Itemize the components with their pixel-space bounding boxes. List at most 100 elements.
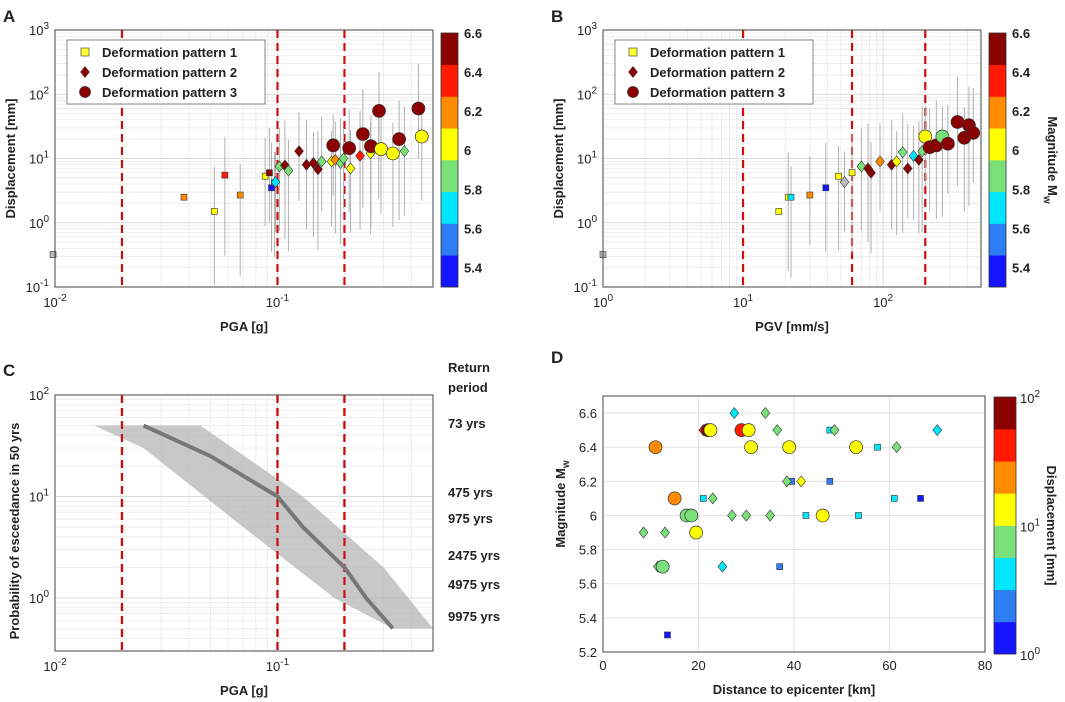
displacement-colorbar: Displacement [mm] bbox=[993, 396, 1059, 655]
colorbar-segment bbox=[441, 64, 458, 97]
data-point bbox=[270, 176, 281, 189]
y-axis-label: Magnitude Mw bbox=[553, 460, 572, 547]
panel-letter: B bbox=[551, 7, 563, 26]
data-point bbox=[345, 162, 356, 175]
colorbar-segment bbox=[994, 461, 1016, 494]
data-point bbox=[49, 251, 57, 258]
data-point bbox=[326, 138, 341, 153]
colorbar-frame bbox=[988, 32, 1007, 288]
data-point bbox=[308, 157, 319, 170]
data-point bbox=[802, 512, 810, 519]
colorbar-segment bbox=[989, 160, 1006, 193]
return-period-label: 475 yrs bbox=[448, 485, 493, 500]
colorbar-frame bbox=[440, 32, 459, 288]
data-points bbox=[599, 77, 981, 278]
colorbar-tick-label: 6.4 bbox=[464, 65, 483, 80]
data-point bbox=[717, 560, 728, 573]
x-tick-label: 10-1 bbox=[266, 657, 290, 674]
y-tick-label: 102 bbox=[29, 386, 49, 403]
colorbar-segment bbox=[994, 589, 1016, 623]
y-axis-label: Probability of esceedance in 50 yrs bbox=[7, 423, 22, 640]
data-point bbox=[866, 166, 876, 179]
data-point bbox=[414, 129, 429, 144]
legend-box bbox=[66, 39, 266, 105]
y-axis-label: Displacement [mm] bbox=[3, 99, 18, 219]
data-point bbox=[374, 142, 388, 156]
colorbar-segment bbox=[989, 33, 1006, 66]
y-tick-label: 6.4 bbox=[579, 440, 597, 455]
colorbar-segment bbox=[441, 33, 458, 66]
data-point bbox=[966, 126, 981, 140]
data-point bbox=[787, 193, 795, 201]
panel-C: PGA [g] Probability of esceedance in 50 y… bbox=[3, 360, 500, 698]
colorbar-segment bbox=[989, 64, 1006, 97]
y-tick-label: 5.2 bbox=[579, 645, 597, 660]
data-point bbox=[261, 172, 269, 180]
colorbar-tick-label: 102 bbox=[1020, 389, 1040, 406]
data-point bbox=[664, 631, 671, 639]
data-point bbox=[399, 145, 410, 158]
data-point bbox=[660, 526, 670, 539]
data-point bbox=[782, 440, 797, 455]
y-tick-label: 102 bbox=[577, 85, 597, 102]
return-period-label: 975 yrs bbox=[448, 511, 493, 526]
x-axis-label: PGV [mm/s] bbox=[755, 319, 829, 334]
y-tick-label: 5.6 bbox=[579, 577, 597, 592]
y-tick-label: 10-1 bbox=[574, 278, 598, 295]
y-tick-label: 5.4 bbox=[579, 611, 597, 626]
data-point bbox=[741, 423, 756, 437]
data-point bbox=[806, 191, 814, 199]
panel-A: Deformation pattern 1 Deformation pattern… bbox=[3, 7, 483, 334]
plot-frame bbox=[54, 394, 434, 652]
data-point bbox=[689, 525, 703, 540]
y-axis-label-subscript: w bbox=[561, 460, 572, 469]
data-point bbox=[294, 145, 304, 158]
x-tick-label: 10-2 bbox=[43, 293, 67, 310]
colorbar-tick-label: 6.6 bbox=[464, 26, 482, 41]
y-tick-label: 100 bbox=[577, 214, 597, 231]
colorbar-segment bbox=[441, 128, 458, 161]
colorbar-label: Displacement [mm] bbox=[1044, 466, 1059, 586]
colorbar-tick-label: 6.2 bbox=[464, 104, 482, 119]
x-tick-label: 40 bbox=[787, 658, 801, 673]
data-point bbox=[874, 443, 881, 451]
colorbar-tick-label: 6 bbox=[1012, 143, 1019, 158]
y-tick-label: 100 bbox=[29, 214, 49, 231]
y-tick-label: 102 bbox=[29, 85, 49, 102]
x-axis-label: PGA [g] bbox=[220, 319, 268, 334]
colorbar-segment bbox=[994, 397, 1016, 430]
return-period-label: 73 yrs bbox=[448, 416, 486, 431]
legend-marker bbox=[79, 86, 91, 98]
y-tick-label: 101 bbox=[577, 150, 597, 167]
data-point bbox=[356, 127, 370, 141]
colorbar-tick-label: 101 bbox=[1020, 518, 1040, 535]
data-point bbox=[342, 141, 357, 155]
colorbar-tick-label: 100 bbox=[1020, 646, 1040, 663]
data-point bbox=[891, 155, 902, 168]
magnitude-colorbar: 5.4 5.6 5.8 6 6.2 6.4 6.6 Magnitude Mw bbox=[988, 26, 1060, 288]
y-tick-label: 6 bbox=[590, 508, 597, 523]
data-point bbox=[744, 440, 758, 455]
data-point bbox=[667, 491, 682, 506]
data-point bbox=[684, 508, 699, 523]
y-tick-label: 6.2 bbox=[579, 474, 597, 489]
colorbar-segment bbox=[989, 255, 1006, 288]
colorbar-segment bbox=[994, 525, 1016, 558]
data-point bbox=[638, 526, 649, 539]
colorbar-tick-label: 5.4 bbox=[464, 260, 483, 275]
data-point bbox=[849, 440, 863, 455]
data-point bbox=[760, 407, 771, 420]
colorbar-segment bbox=[989, 96, 1006, 129]
data-point bbox=[316, 155, 327, 168]
data-point bbox=[829, 424, 840, 437]
colorbar-segment bbox=[994, 621, 1016, 655]
colorbar-tick-label: 6.4 bbox=[1012, 65, 1031, 80]
y-tick-label: 101 bbox=[29, 150, 49, 167]
panel-B: Deformation pattern 1 Deformation pattern… bbox=[551, 7, 1060, 334]
data-point bbox=[856, 160, 867, 173]
colorbar-segment bbox=[994, 429, 1016, 462]
data-point bbox=[917, 495, 924, 502]
legend-box bbox=[614, 39, 814, 105]
colorbar-segment bbox=[989, 223, 1006, 256]
